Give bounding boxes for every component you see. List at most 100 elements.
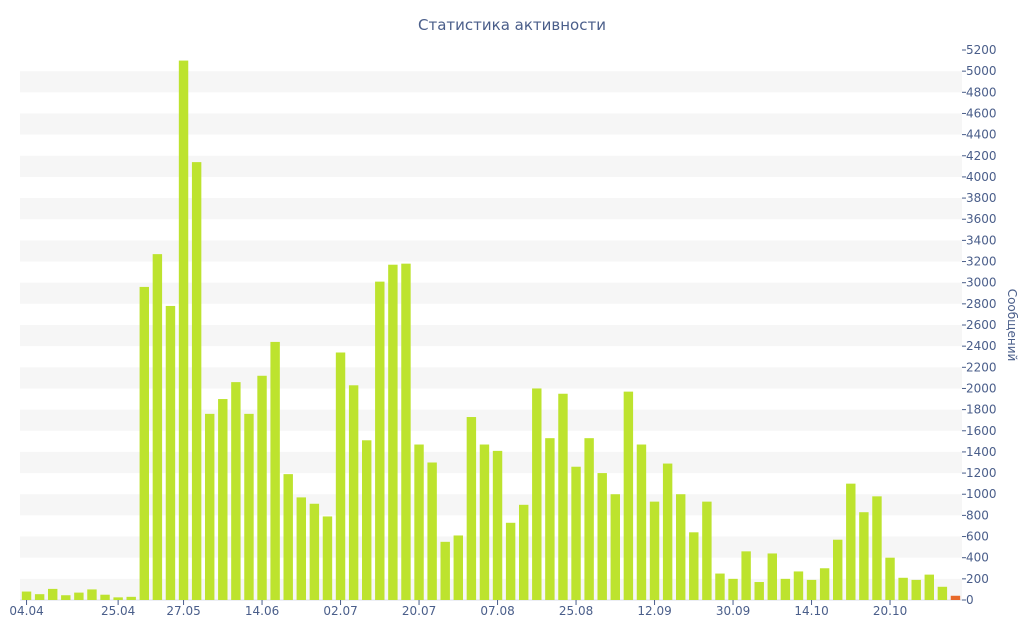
bar[interactable] <box>898 577 908 600</box>
bar[interactable] <box>662 463 673 600</box>
bar[interactable] <box>231 382 241 600</box>
bar[interactable] <box>34 594 45 600</box>
y-tick-label: 1800 <box>966 403 997 417</box>
bar[interactable] <box>872 496 882 600</box>
bar[interactable] <box>571 466 581 600</box>
y-tick-label: 200 <box>966 572 989 586</box>
bar[interactable] <box>244 413 254 600</box>
bar[interactable] <box>139 286 149 600</box>
bar[interactable] <box>532 388 542 600</box>
bar[interactable] <box>911 579 921 600</box>
bar[interactable] <box>636 444 647 600</box>
bar[interactable] <box>819 568 830 600</box>
bar[interactable] <box>218 399 228 600</box>
bar[interactable] <box>401 263 411 600</box>
bar[interactable] <box>335 352 346 601</box>
x-axis-ticks: 04.04 25.04 27.05 14.06 02.07 20.07 07.08 25.08… <box>9 600 907 618</box>
bar[interactable] <box>924 574 934 600</box>
bar[interactable] <box>676 494 686 600</box>
bar[interactable] <box>610 494 620 600</box>
bar[interactable] <box>427 462 437 601</box>
bar[interactable] <box>846 483 856 600</box>
bar[interactable] <box>519 504 529 600</box>
bar[interactable] <box>937 586 948 600</box>
y-tick-label: 3400 <box>966 233 997 247</box>
bars <box>21 60 961 601</box>
bar[interactable] <box>362 440 372 600</box>
y-tick-label: 400 <box>966 551 989 565</box>
bar[interactable] <box>309 503 320 600</box>
y-tick-label: 600 <box>966 530 989 544</box>
bar[interactable] <box>754 582 764 600</box>
bar[interactable] <box>152 254 163 600</box>
bar[interactable] <box>74 592 84 600</box>
x-tick-label: 30.09 <box>716 604 750 618</box>
bar[interactable] <box>87 589 97 600</box>
bar[interactable] <box>505 522 516 600</box>
bar[interactable] <box>479 444 490 600</box>
bar[interactable] <box>283 474 293 600</box>
bar[interactable] <box>702 501 712 600</box>
bar[interactable] <box>859 512 869 600</box>
y-tick-label: 2400 <box>966 339 997 353</box>
bar[interactable] <box>100 594 110 600</box>
y-tick-label: 3600 <box>966 212 997 226</box>
bar[interactable] <box>767 553 777 600</box>
x-tick-label: 25.08 <box>559 604 593 618</box>
y-tick-label: 2800 <box>966 297 997 311</box>
y-tick-label: 1600 <box>966 424 997 438</box>
y-tick-label: 5000 <box>966 64 997 78</box>
bar[interactable] <box>793 571 804 600</box>
x-tick-label: 20.07 <box>402 604 436 618</box>
grid-band <box>20 71 962 93</box>
bar[interactable] <box>61 595 71 600</box>
bar[interactable] <box>348 385 359 600</box>
bar[interactable] <box>375 281 385 600</box>
bar[interactable] <box>728 578 738 600</box>
bar[interactable] <box>48 588 58 600</box>
bar[interactable] <box>466 417 477 600</box>
y-axis-ticks: 0 200 400 600 800 1000 1200 1400 1600 1800 2000 220… <box>962 43 997 607</box>
y-tick-label: 4000 <box>966 170 997 184</box>
bar[interactable] <box>741 551 751 600</box>
grid-band <box>20 409 962 431</box>
bar[interactable] <box>178 60 189 600</box>
bar[interactable] <box>780 578 791 600</box>
bar[interactable] <box>205 413 215 600</box>
x-tick-label: 14.06 <box>245 604 279 618</box>
bar[interactable] <box>257 375 267 600</box>
bar[interactable] <box>689 532 699 600</box>
bar[interactable] <box>950 595 961 600</box>
y-tick-label: 4200 <box>966 149 997 163</box>
bar[interactable] <box>296 497 306 600</box>
grid-band <box>20 494 962 516</box>
bar[interactable] <box>453 535 463 600</box>
bar[interactable] <box>492 450 503 600</box>
bar[interactable] <box>885 557 895 600</box>
bar[interactable] <box>322 516 333 600</box>
bar[interactable] <box>597 473 607 600</box>
bar[interactable] <box>649 501 660 600</box>
y-tick-label: 4600 <box>966 106 997 120</box>
bar[interactable] <box>388 264 398 600</box>
bar[interactable] <box>191 162 202 600</box>
bar[interactable] <box>414 444 424 600</box>
bar[interactable] <box>545 438 555 600</box>
bar[interactable] <box>584 438 594 600</box>
bar[interactable] <box>113 597 123 600</box>
y-tick-label: 2200 <box>966 360 997 374</box>
x-tick-label: 04.04 <box>9 604 43 618</box>
bar[interactable] <box>558 393 568 600</box>
bar[interactable] <box>165 305 176 600</box>
bar[interactable] <box>126 596 136 600</box>
bar[interactable] <box>806 579 817 600</box>
grid-band <box>20 155 962 177</box>
y-tick-label: 3800 <box>966 191 997 205</box>
bar[interactable] <box>715 573 725 600</box>
bar[interactable] <box>623 391 634 600</box>
bar[interactable] <box>270 341 280 600</box>
y-tick-label: 1000 <box>966 487 997 501</box>
bar[interactable] <box>440 541 450 600</box>
bar[interactable] <box>21 591 32 600</box>
bar[interactable] <box>833 539 843 600</box>
